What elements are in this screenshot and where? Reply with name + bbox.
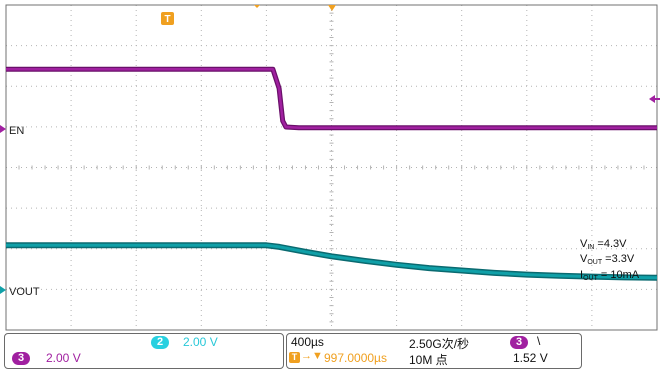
trigger-source-badge[interactable]: 3 bbox=[510, 336, 528, 349]
timebase-value[interactable]: 400µs bbox=[291, 335, 324, 349]
trigger-position-marker[interactable]: T bbox=[161, 12, 174, 25]
trigger-level[interactable]: 1.52 V bbox=[513, 351, 548, 365]
ch3-badge[interactable]: 3 bbox=[12, 352, 30, 365]
trigger-offset-value[interactable]: 997.0000µs bbox=[324, 351, 387, 365]
ch2-scale[interactable]: 2.00 V bbox=[183, 335, 218, 349]
en-channel-label: EN bbox=[9, 125, 24, 137]
status-bar: 2 2.00 V 3 2.00 V 400µs T →▼ 997.0000µs … bbox=[0, 333, 667, 372]
ch3-scale[interactable]: 2.00 V bbox=[46, 351, 81, 365]
vout-channel-label: VOUT bbox=[9, 286, 40, 298]
sample-rate: 2.50G次/秒 bbox=[409, 335, 469, 352]
offset-arrows-icon: →▼ bbox=[301, 350, 323, 362]
trigger-offset-icon: T bbox=[289, 352, 300, 363]
vin-annotation: VIN =4.3V bbox=[580, 238, 627, 251]
svg-text:VIN =4.3V: VIN =4.3V bbox=[580, 238, 627, 251]
record-length: 10M 点 bbox=[409, 351, 448, 368]
ch2-badge[interactable]: 2 bbox=[151, 336, 169, 349]
trigger-slope-icon: \ bbox=[537, 334, 540, 348]
trigger-marker-label: T bbox=[164, 14, 170, 25]
